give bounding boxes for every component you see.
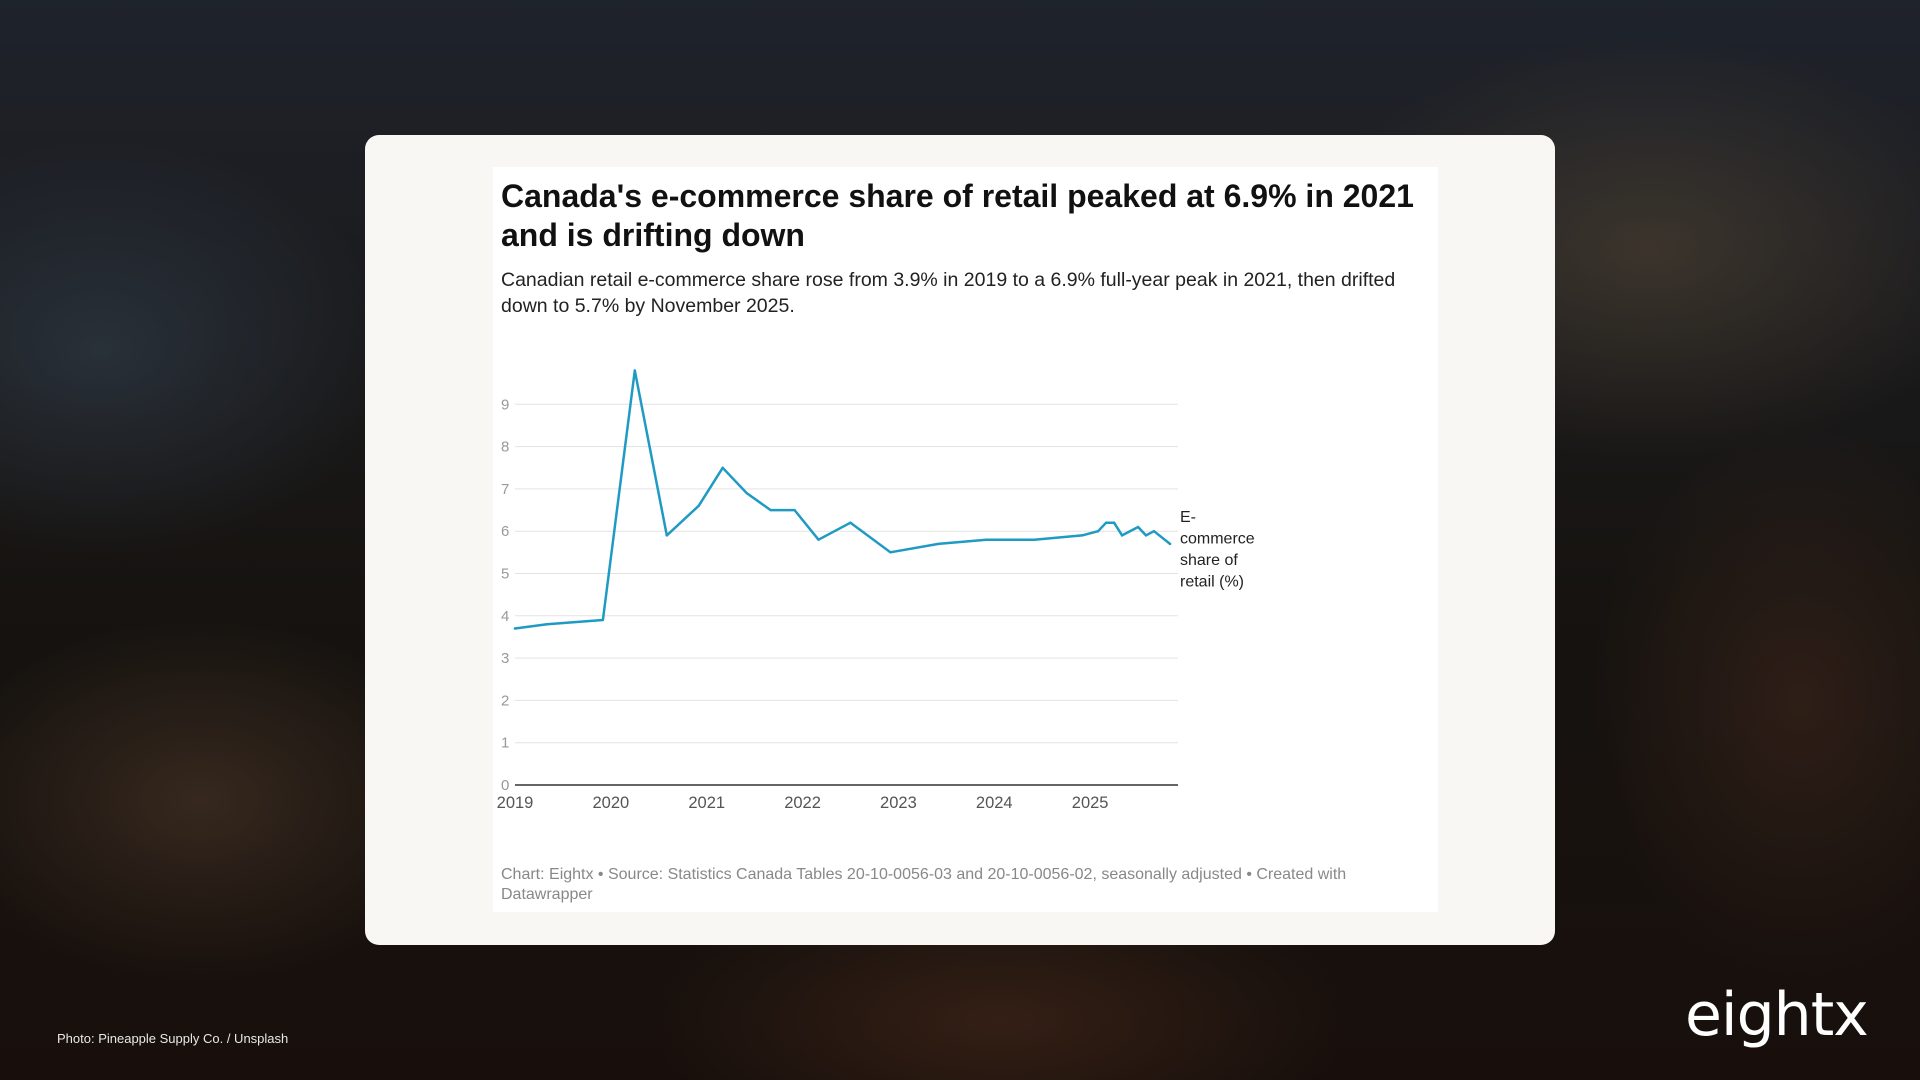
data-point xyxy=(793,508,796,512)
chart-card: Canada's e-commerce share of retail peak… xyxy=(365,135,1555,945)
x-tick-label: 2024 xyxy=(976,794,1013,812)
data-point xyxy=(665,534,668,537)
series-end-label-line: E- xyxy=(1180,509,1196,526)
data-point xyxy=(697,504,700,508)
data-point xyxy=(1152,530,1156,533)
data-point xyxy=(1168,542,1172,546)
y-tick-label: 8 xyxy=(501,439,509,456)
series-end-label-line: retail (%) xyxy=(1180,573,1244,590)
data-point xyxy=(1144,534,1148,537)
y-tick-label: 4 xyxy=(501,608,509,625)
data-point xyxy=(1104,521,1108,524)
x-tick-label: 2025 xyxy=(1072,794,1109,812)
data-point xyxy=(513,627,517,630)
series-end-label: E-commerce share of retail (%) xyxy=(1180,509,1255,591)
x-tick-label: 2021 xyxy=(688,794,725,812)
x-tick-label: 2019 xyxy=(497,794,534,812)
data-point xyxy=(769,508,772,512)
chart-subtitle: Canadian retail e-commerce share rose fr… xyxy=(501,269,1396,317)
data-point xyxy=(745,491,748,495)
y-tick-label: 0 xyxy=(501,777,509,794)
y-tick-label: 2 xyxy=(501,692,509,709)
data-point xyxy=(601,618,605,622)
y-tick-label: 9 xyxy=(501,396,509,413)
series-end-label-line: share of xyxy=(1180,552,1238,569)
chart-footer: Chart: Eightx • Source: Statistics Canad… xyxy=(501,866,1347,903)
y-tick-label: 5 xyxy=(501,566,509,583)
data-point xyxy=(1120,534,1124,537)
x-tick-label: 2022 xyxy=(784,794,821,812)
y-tick-label: 7 xyxy=(501,481,509,498)
x-tick-label: 2020 xyxy=(592,794,629,812)
data-point xyxy=(1033,538,1036,541)
data-point xyxy=(1096,530,1100,533)
photo-credit: Photo: Pineapple Supply Co. / Unsplash xyxy=(57,1031,289,1046)
chart-title: Canada's e-commerce share of retail peak… xyxy=(501,178,1414,253)
series-end-label-line: commerce xyxy=(1180,530,1255,547)
y-tick-label: 6 xyxy=(501,523,509,540)
x-tick-label: 2023 xyxy=(880,794,917,812)
y-tick-label: 3 xyxy=(501,650,509,667)
y-tick-label: 1 xyxy=(501,735,509,752)
data-point xyxy=(849,521,852,524)
series-line xyxy=(513,369,1172,630)
line-chart: 0 1 2 3 4 5 6 7 8 9 2019 2020 2021 2022 2023 2024 2025 E-… xyxy=(497,369,1255,812)
data-point xyxy=(937,542,940,546)
data-point xyxy=(1080,534,1084,537)
plot-area: 0 1 2 3 4 5 6 7 8 9 2019 2020 2021 2022 2023 2024 2025 E-… xyxy=(493,357,1438,837)
chart-panel: Canada's e-commerce share of retail peak… xyxy=(493,167,1438,912)
data-point xyxy=(721,466,724,469)
data-point xyxy=(889,551,892,554)
data-point xyxy=(985,538,988,541)
data-point xyxy=(545,623,549,626)
data-point xyxy=(633,369,637,372)
data-point xyxy=(1136,525,1140,529)
data-point xyxy=(1112,521,1116,524)
eightx-logo[interactable]: eightx xyxy=(1685,980,1869,1050)
data-point xyxy=(817,538,820,541)
